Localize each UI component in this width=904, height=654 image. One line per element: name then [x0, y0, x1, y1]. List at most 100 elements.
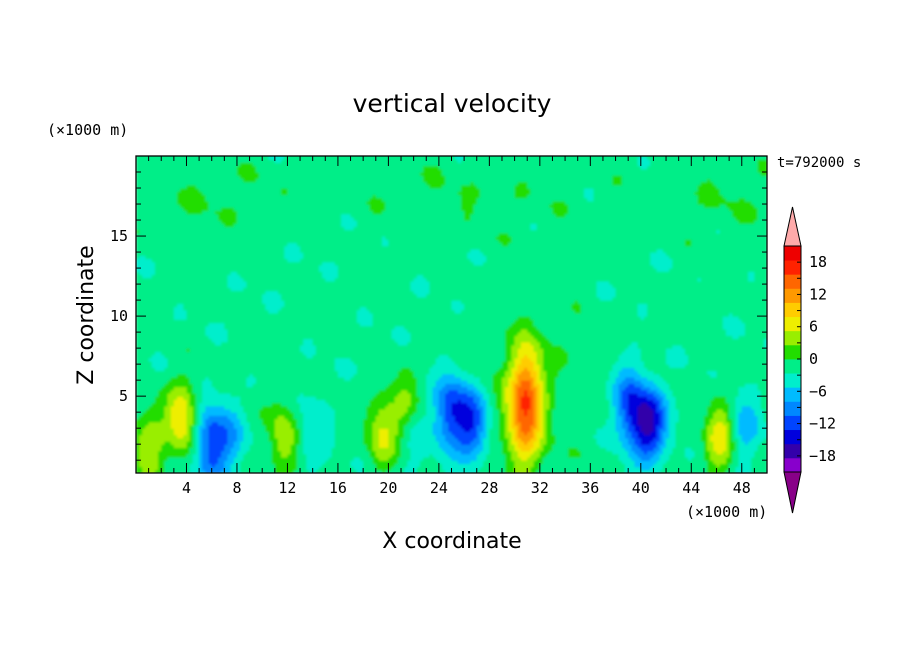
heatmap-cell	[164, 226, 169, 231]
heatmap-cell	[205, 376, 210, 381]
heatmap-cell	[186, 306, 191, 311]
heatmap-cell	[173, 284, 178, 288]
heatmap-cell	[236, 415, 241, 420]
heatmap-cell	[151, 392, 156, 397]
heatmap-cell	[236, 178, 241, 183]
heatmap-cell	[158, 328, 162, 333]
heatmap-cell	[154, 277, 159, 282]
heatmap-cell	[189, 424, 194, 429]
heatmap-cell	[205, 252, 210, 256]
heatmap-cell	[177, 418, 181, 423]
heatmap-cell	[183, 188, 188, 192]
heatmap-cell	[139, 357, 143, 362]
heatmap-cell	[164, 287, 169, 292]
heatmap-cell	[240, 316, 244, 320]
heatmap-cell	[205, 319, 210, 324]
heatmap-cell	[224, 226, 229, 231]
heatmap-cell	[199, 271, 203, 276]
heatmap-cell	[205, 261, 210, 266]
heatmap-cell	[227, 351, 232, 356]
heatmap-cell	[192, 412, 197, 416]
heatmap-cell	[186, 466, 191, 471]
heatmap-cell	[192, 408, 197, 413]
heatmap-cell	[230, 168, 235, 173]
heatmap-cell	[227, 348, 232, 352]
heatmap-cell	[180, 290, 184, 295]
heatmap-cell	[202, 348, 207, 352]
heatmap-cell	[202, 431, 207, 436]
heatmap-cell	[240, 354, 244, 359]
heatmap-cell	[183, 335, 188, 340]
heatmap-cell	[136, 188, 140, 192]
heatmap-cell	[227, 328, 232, 333]
heatmap-cell	[167, 303, 172, 308]
heatmap-cell	[177, 370, 181, 375]
heatmap-cell	[183, 178, 188, 183]
heatmap-cell	[230, 220, 235, 224]
heatmap-cell	[202, 370, 207, 375]
heatmap-cell	[218, 392, 222, 397]
heatmap-cell	[170, 460, 175, 464]
heatmap-cell	[243, 373, 248, 378]
heatmap-cell	[173, 428, 178, 432]
heatmap-cell	[221, 341, 225, 346]
heatmap-cell	[202, 191, 207, 196]
heatmap-cell	[240, 453, 244, 458]
heatmap-cell	[211, 248, 216, 253]
heatmap-cell	[154, 469, 159, 473]
heatmap-cell	[199, 383, 203, 388]
heatmap-cell	[183, 348, 188, 352]
heatmap-cell	[136, 175, 140, 180]
heatmap-cell	[183, 236, 188, 240]
heatmap-cell	[236, 194, 241, 199]
heatmap-cell	[170, 399, 175, 404]
heatmap-cell	[170, 344, 175, 349]
heatmap-cell	[164, 277, 169, 282]
heatmap-cell	[192, 191, 197, 196]
heatmap-cell	[142, 325, 147, 330]
heatmap-cell	[230, 428, 235, 432]
heatmap-cell	[189, 408, 194, 413]
heatmap-cell	[189, 248, 194, 253]
heatmap-cell	[164, 172, 169, 176]
heatmap-cell	[202, 364, 207, 368]
heatmap-cell	[227, 255, 232, 260]
heatmap-cell	[224, 172, 229, 176]
heatmap-cell	[192, 165, 197, 170]
heatmap-cell	[211, 239, 216, 244]
heatmap-cell	[186, 258, 191, 263]
heatmap-cell	[177, 197, 181, 202]
heatmap-cell	[180, 392, 184, 397]
heatmap-cell	[208, 341, 213, 346]
heatmap-cell	[151, 236, 156, 240]
heatmap-cell	[154, 175, 159, 180]
heatmap-cell	[161, 367, 165, 372]
heatmap-cell	[142, 354, 147, 359]
heatmap-cell	[154, 245, 159, 250]
heatmap-cell	[236, 453, 241, 458]
heatmap-cell	[236, 242, 241, 247]
heatmap-cell	[154, 389, 159, 394]
heatmap-cell	[177, 450, 181, 455]
heatmap-cell	[170, 172, 175, 176]
heatmap-cell	[151, 434, 156, 439]
heatmap-cell	[211, 159, 216, 163]
heatmap-cell	[164, 184, 169, 189]
heatmap-cell	[233, 392, 238, 397]
heatmap-cell	[227, 210, 232, 215]
heatmap-cell	[205, 258, 210, 263]
heatmap-cell	[227, 364, 232, 368]
heatmap-cell	[236, 399, 241, 404]
heatmap-cell	[180, 421, 184, 426]
heatmap-cell	[177, 236, 181, 240]
heatmap-cell	[208, 412, 213, 416]
heatmap-cell	[224, 332, 229, 336]
heatmap-cell	[164, 380, 169, 384]
heatmap-cell	[224, 453, 229, 458]
heatmap-cell	[161, 197, 165, 202]
heatmap-cell	[158, 344, 162, 349]
heatmap-cell	[164, 466, 169, 471]
heatmap-cell	[189, 165, 194, 170]
heatmap-cell	[195, 453, 200, 458]
heatmap-cell	[170, 450, 175, 455]
